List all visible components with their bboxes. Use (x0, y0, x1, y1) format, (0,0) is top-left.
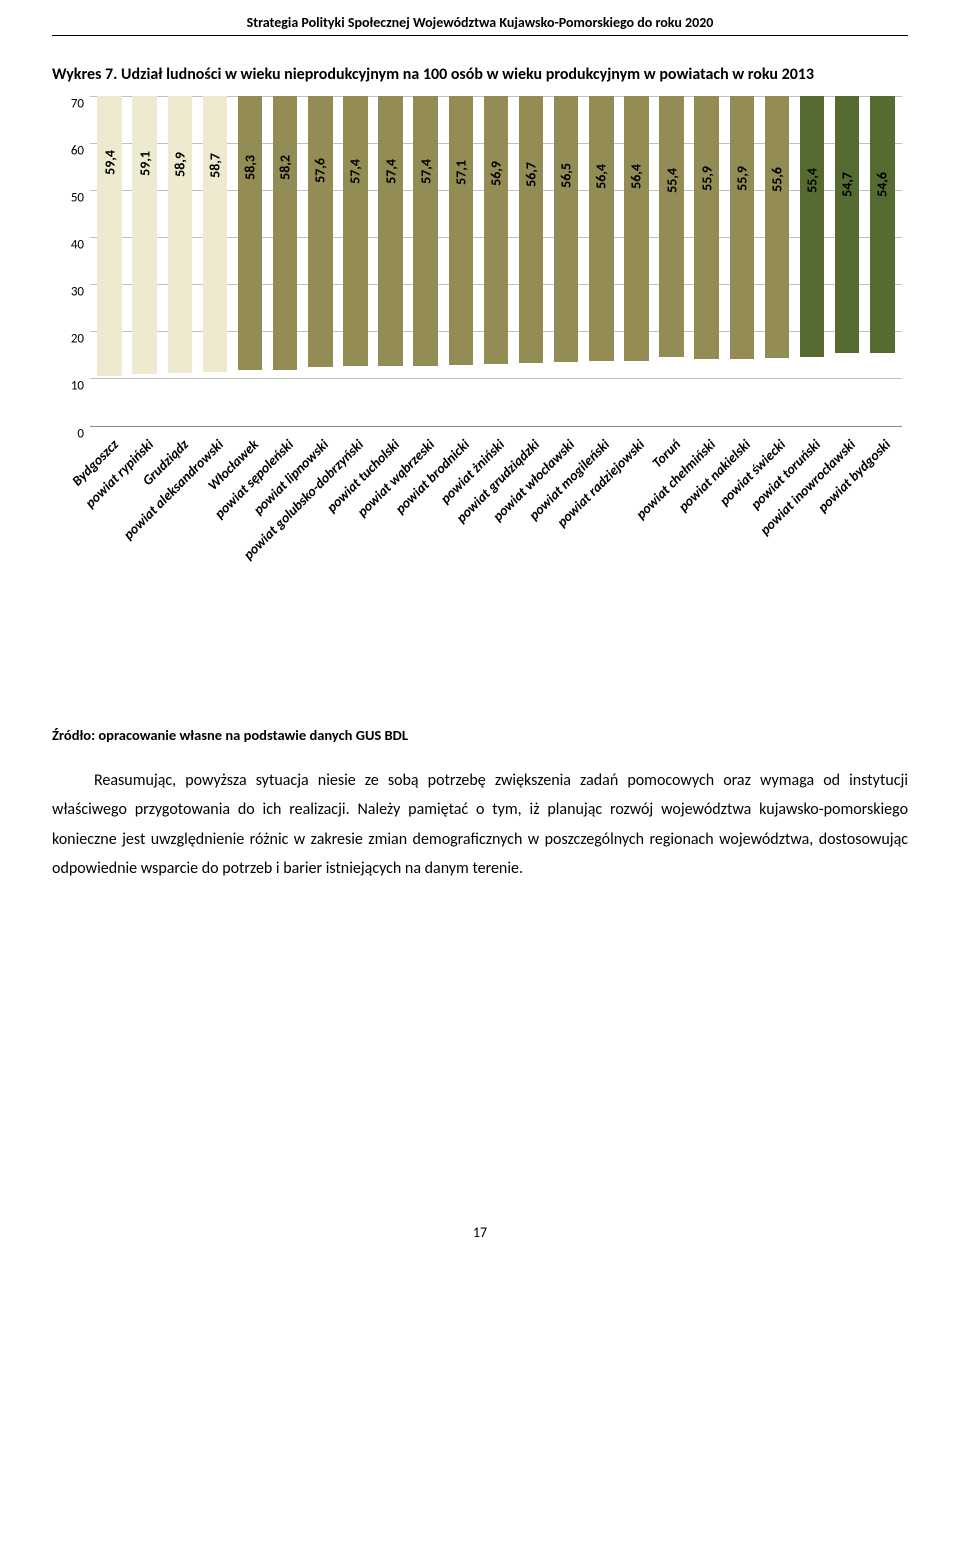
bar (730, 96, 755, 360)
bar-value-label: 56,7 (523, 162, 540, 187)
bar-slot: 57,4 (373, 96, 408, 426)
bar (624, 96, 649, 362)
chart-source: Źródło: opracowanie własne na podstawie … (52, 726, 908, 744)
bar (132, 96, 157, 375)
body-paragraph-text: Reasumując, powyższa sytuacja niesie ze … (52, 771, 908, 879)
bar-slot: 54,7 (830, 96, 865, 426)
bar-value-label: 57,4 (417, 159, 434, 184)
bar-value-label: 58,9 (171, 152, 188, 177)
y-tick-label: 70 (71, 96, 84, 111)
x-label-slot: powiat bydgoski (865, 432, 900, 652)
body-paragraph: Reasumując, powyższa sytuacja niesie ze … (52, 766, 908, 884)
bar-value-label: 57,4 (382, 159, 399, 184)
bar (800, 96, 825, 357)
bar-slot: 55,9 (689, 96, 724, 426)
bar-slot: 59,1 (127, 96, 162, 426)
bar-value-label: 59,1 (136, 151, 153, 176)
bar-slot: 58,3 (233, 96, 268, 426)
y-tick-label: 20 (71, 332, 84, 347)
plot-area: 59,4 59,1 58,9 58,7 58,3 58,2 57,6 57,4 57,4 57,4… (90, 96, 902, 426)
bar-slot: 56,9 (478, 96, 513, 426)
bar-value-label: 57,1 (452, 160, 469, 185)
bar-value-label: 58,7 (206, 153, 223, 178)
bar-chart: 0 10 20 30 40 50 60 70 59,4 59,1 58,9 58,7 58,3 58,2… (52, 96, 908, 656)
header-divider (52, 35, 908, 36)
bar-slot: 55,9 (724, 96, 759, 426)
bar-slot: 54,6 (865, 96, 900, 426)
bar-value-label: 56,9 (487, 161, 504, 186)
figure-caption-text: Udział ludności w wieku nieprodukcyjnym … (121, 65, 814, 84)
bar-slot: 56,5 (549, 96, 584, 426)
bar-value-label: 56,4 (593, 164, 610, 189)
bar-slot: 57,1 (443, 96, 478, 426)
bar-value-label: 54,6 (874, 172, 891, 197)
bar-slot: 57,4 (338, 96, 373, 426)
bar (308, 96, 333, 368)
bar (519, 96, 544, 363)
bar-slot: 59,4 (92, 96, 127, 426)
bar-value-label: 56,5 (558, 163, 575, 188)
bar (343, 96, 368, 367)
bar (273, 96, 298, 370)
bar-slot: 57,6 (303, 96, 338, 426)
y-tick-label: 40 (71, 238, 84, 253)
figure-caption: Wykres 7. Udział ludności w wieku niepro… (52, 64, 908, 86)
bar (870, 96, 895, 353)
x-axis-labels: Bydgoszczpowiat rypińskiGrudziądzpowiat … (90, 432, 902, 652)
bar (97, 96, 122, 376)
y-tick-label: 0 (77, 426, 84, 441)
page-number: 17 (52, 1224, 908, 1265)
bar-value-label: 55,6 (768, 167, 785, 192)
bar-value-label: 57,6 (312, 158, 329, 183)
bar-value-label: 55,9 (698, 166, 715, 191)
bar-slot: 55,4 (654, 96, 689, 426)
bar-value-label: 56,4 (628, 164, 645, 189)
bar-slot: 57,4 (408, 96, 443, 426)
bar (449, 96, 474, 365)
y-tick-label: 50 (71, 190, 84, 205)
bar-slot: 55,6 (759, 96, 794, 426)
bar (378, 96, 403, 367)
y-tick-label: 60 (71, 143, 84, 158)
bar (484, 96, 509, 364)
bar (238, 96, 263, 371)
figure-caption-prefix: Wykres 7. (52, 65, 121, 84)
y-tick-label: 10 (71, 379, 84, 394)
bar-slot: 58,7 (197, 96, 232, 426)
bar-slot: 55,4 (795, 96, 830, 426)
bar (589, 96, 614, 362)
bar-value-label: 58,3 (242, 155, 259, 180)
bar (203, 96, 228, 373)
bar-slot: 56,4 (584, 96, 619, 426)
x-label-slot: powiat radziejowski (619, 432, 654, 652)
bar-value-label: 57,4 (347, 159, 364, 184)
bar (554, 96, 579, 362)
y-tick-label: 30 (71, 285, 84, 300)
bars-container: 59,4 59,1 58,9 58,7 58,3 58,2 57,6 57,4 57,4 57,4… (90, 96, 902, 426)
bar-value-label: 55,4 (663, 168, 680, 193)
bar (694, 96, 719, 360)
bar-slot: 56,4 (619, 96, 654, 426)
y-axis: 010203040506070 (52, 96, 90, 426)
bar-value-label: 58,2 (277, 155, 294, 180)
bar (659, 96, 684, 357)
bar (835, 96, 860, 354)
bar-value-label: 54,7 (839, 172, 856, 197)
bar-value-label: 55,9 (733, 166, 750, 191)
page-header: Strategia Polityki Społecznej Województw… (52, 0, 908, 35)
bar-slot: 58,9 (162, 96, 197, 426)
bar-slot: 58,2 (268, 96, 303, 426)
bar (413, 96, 438, 367)
bar (765, 96, 790, 358)
bar-value-label: 59,4 (101, 150, 118, 175)
x-axis-line (90, 426, 902, 427)
bar-slot: 56,7 (514, 96, 549, 426)
bar-value-label: 55,4 (804, 168, 821, 193)
bar (168, 96, 193, 374)
